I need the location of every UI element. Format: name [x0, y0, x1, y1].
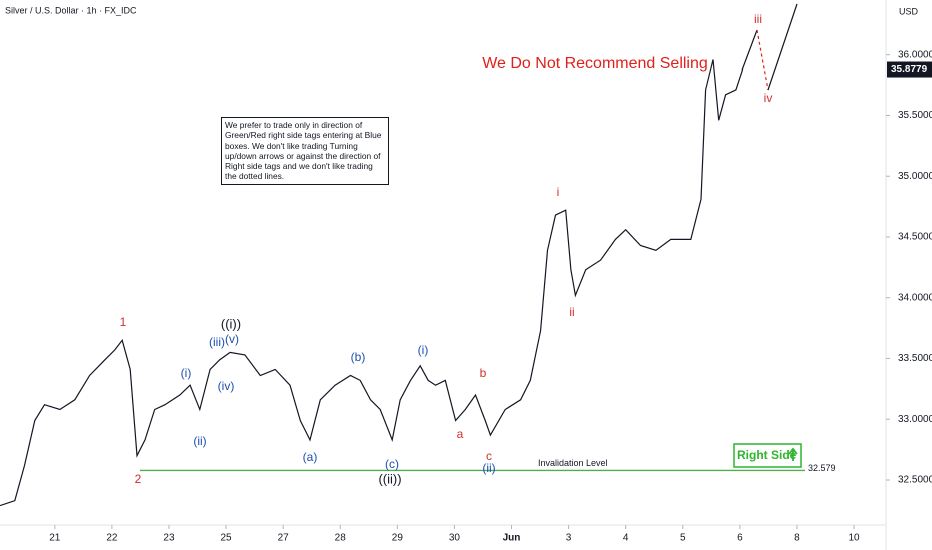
wave-label: (iii): [209, 335, 225, 349]
invalidation-value: 32.579: [808, 463, 836, 473]
x-tick-label: 25: [221, 533, 233, 544]
y-tick-label: 34.0000: [898, 292, 932, 303]
x-tick-label: 21: [49, 533, 61, 544]
projection-line: [767, 3, 798, 91]
wave-label: ((i)): [221, 316, 241, 331]
wave-label: ((ii)): [378, 471, 401, 486]
projection: [741, 3, 798, 91]
wave-label: a: [457, 427, 464, 441]
invalidation-text: Invalidation Level: [538, 458, 608, 468]
wave-label: ii: [569, 305, 574, 319]
wave-label: c: [486, 449, 492, 463]
y-tick-label: 33.5000: [898, 353, 932, 364]
wave-label: b: [480, 366, 487, 380]
y-tick-label: 35.5000: [898, 110, 932, 121]
wave-label: (i): [181, 366, 192, 380]
y-tick-label: 35.0000: [898, 171, 932, 182]
price-line: [0, 59, 744, 507]
wave-label: (iv): [218, 379, 235, 393]
x-tick-label: 4: [623, 533, 629, 544]
wave-label: (ii): [482, 461, 495, 475]
x-tick-label: 5: [680, 533, 686, 544]
x-tick-label: 27: [278, 533, 290, 544]
x-tick-label: 10: [848, 533, 860, 544]
x-tick-label: 6: [737, 533, 743, 544]
x-tick-label: Jun: [503, 533, 521, 544]
last-price-box: [887, 61, 932, 78]
wave-label: (a): [303, 450, 318, 464]
wave-label: 1: [120, 315, 127, 329]
x-tick-label: 23: [163, 533, 175, 544]
badge: Right Side: [737, 448, 797, 462]
wave-label: (c): [385, 457, 399, 471]
wave-label: i: [557, 185, 560, 199]
x-tick-label: 8: [794, 533, 800, 544]
wave-label: (b): [351, 350, 366, 364]
chart-title: Silver / U.S. Dollar · 1h · FX_IDC: [5, 5, 137, 15]
x-tick-label: 28: [335, 533, 347, 544]
y-tick-label: 36.0000: [898, 49, 932, 60]
y-tick-label: 32.5000: [898, 475, 932, 486]
headline: We Do Not Recommend Selling: [482, 55, 708, 72]
projection-dotted: [756, 29, 769, 91]
wave-label: (v): [225, 332, 239, 346]
wave-label: iv: [764, 91, 773, 105]
badge-arrow: [788, 447, 798, 461]
x-tick-label: 29: [392, 533, 404, 544]
y-tick-label: 34.5000: [898, 232, 932, 243]
x-tick-label: 30: [449, 533, 461, 544]
badge-box: [733, 443, 802, 468]
x-tick-label: 3: [566, 533, 572, 544]
wave-label: (i): [418, 343, 429, 357]
y-tick-label: 33.0000: [898, 414, 932, 425]
note: We prefer to trade only in direction of …: [221, 117, 389, 185]
currency: USD: [899, 6, 919, 16]
wave-label: iii: [754, 12, 762, 26]
x-tick-label: 22: [106, 533, 118, 544]
projection-line: [741, 29, 758, 71]
wave-label: 2: [135, 472, 142, 486]
wave-label: (ii): [193, 434, 206, 448]
last-price-label: 35.8779: [891, 64, 928, 75]
